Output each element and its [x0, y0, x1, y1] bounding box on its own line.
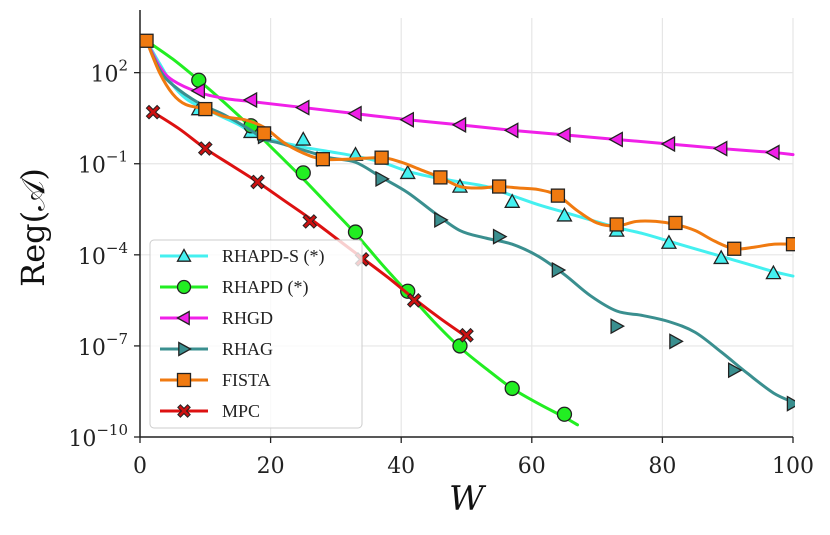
x-tick-label: 0 [133, 454, 147, 479]
data-point [491, 179, 507, 194]
legend-marker [177, 404, 191, 418]
data-point [140, 33, 154, 48]
data-point [727, 362, 743, 379]
data-point [660, 234, 678, 249]
data-point [504, 193, 521, 208]
y-tick-exponent: −10 [96, 421, 128, 439]
data-point [256, 126, 272, 141]
legend-label: RHAPD (*) [222, 277, 309, 298]
data-point [399, 111, 414, 128]
series-line [145, 39, 795, 404]
y-tick-base: 10 [68, 427, 96, 452]
data-point [556, 126, 571, 143]
series-fista [140, 33, 795, 256]
data-point [727, 241, 742, 256]
data-point [765, 264, 782, 280]
y-tick-label: 10−1 [78, 148, 128, 179]
data-point [785, 237, 795, 252]
data-point [295, 131, 312, 146]
data-point [669, 333, 684, 350]
data-point [668, 215, 683, 231]
data-point [315, 152, 330, 167]
legend-label: FISTA [222, 370, 271, 390]
data-point [452, 338, 468, 354]
data-point [197, 141, 213, 156]
y-tick-exponent: −4 [106, 239, 128, 257]
data-point [713, 249, 730, 265]
x-tick-label: 40 [387, 454, 415, 479]
y-tick-base: 10 [78, 336, 106, 361]
legend-marker [178, 341, 192, 357]
y-tick-exponent: −1 [106, 148, 128, 166]
data-point [374, 150, 389, 165]
data-point [347, 224, 364, 240]
data-point [504, 380, 520, 397]
y-tick-label: 102 [90, 57, 128, 88]
legend-marker [176, 372, 192, 388]
data-point [492, 228, 508, 245]
legend-label: RHAG [222, 339, 273, 359]
y-tick-label: 10−4 [78, 239, 128, 270]
data-point [406, 293, 422, 308]
x-tick-label: 100 [772, 454, 814, 479]
data-point [295, 165, 311, 181]
data-point [294, 99, 310, 116]
series-mpc [145, 104, 474, 343]
data-point [609, 217, 624, 232]
axis-labels: W Reg(𝒜) [14, 168, 487, 519]
data-point [375, 170, 390, 188]
data-point [434, 211, 449, 229]
data-point [190, 82, 206, 99]
data-point [145, 104, 161, 120]
y-tick-base: 10 [78, 154, 106, 179]
y-tick-exponent: 2 [118, 57, 128, 75]
data-point [250, 174, 265, 190]
series-line [145, 39, 795, 251]
legend-marker [176, 279, 192, 295]
data-point [610, 318, 626, 335]
legend-marker [176, 310, 190, 326]
data-point [451, 116, 467, 133]
data-point [608, 131, 623, 148]
data-point [302, 214, 318, 229]
series-rhgd [145, 39, 795, 161]
data-point [551, 261, 567, 279]
data-point [433, 170, 448, 185]
data-point [765, 144, 780, 161]
x-tick-label: 80 [648, 454, 676, 479]
data-point [556, 207, 573, 222]
legend-label: MPC [222, 401, 260, 421]
legend-marker [176, 248, 192, 262]
data-point [556, 406, 573, 422]
x-tick-label: 20 [257, 454, 285, 479]
data-point [399, 164, 416, 180]
legend-label: RHAPD-S (*) [222, 246, 325, 267]
y-tick-label: 10−7 [78, 330, 128, 361]
data-point [459, 327, 474, 343]
y-tick-base: 10 [90, 63, 118, 88]
data-point [712, 140, 728, 157]
data-point [503, 122, 519, 139]
legend-box [149, 239, 363, 429]
data-point [198, 101, 213, 117]
y-axis-title: Reg(𝒜) [14, 168, 52, 287]
legend: RHAPD-S (*) RHAPD (*) RHGD RHAG FISTA MPC [149, 239, 363, 429]
x-axis-title: W [449, 479, 487, 519]
series-group [140, 33, 795, 427]
data-point [550, 188, 566, 203]
y-tick-label: 10−10 [68, 421, 128, 452]
data-point [347, 105, 362, 122]
y-tick-base: 10 [78, 245, 106, 270]
x-tick-label: 60 [518, 454, 546, 479]
data-point [786, 395, 795, 412]
series-rhapd- [145, 39, 580, 427]
data-point [242, 91, 258, 109]
y-tick-exponent: −7 [106, 330, 128, 348]
data-point [660, 135, 676, 153]
legend-label: RHGD [222, 308, 273, 328]
